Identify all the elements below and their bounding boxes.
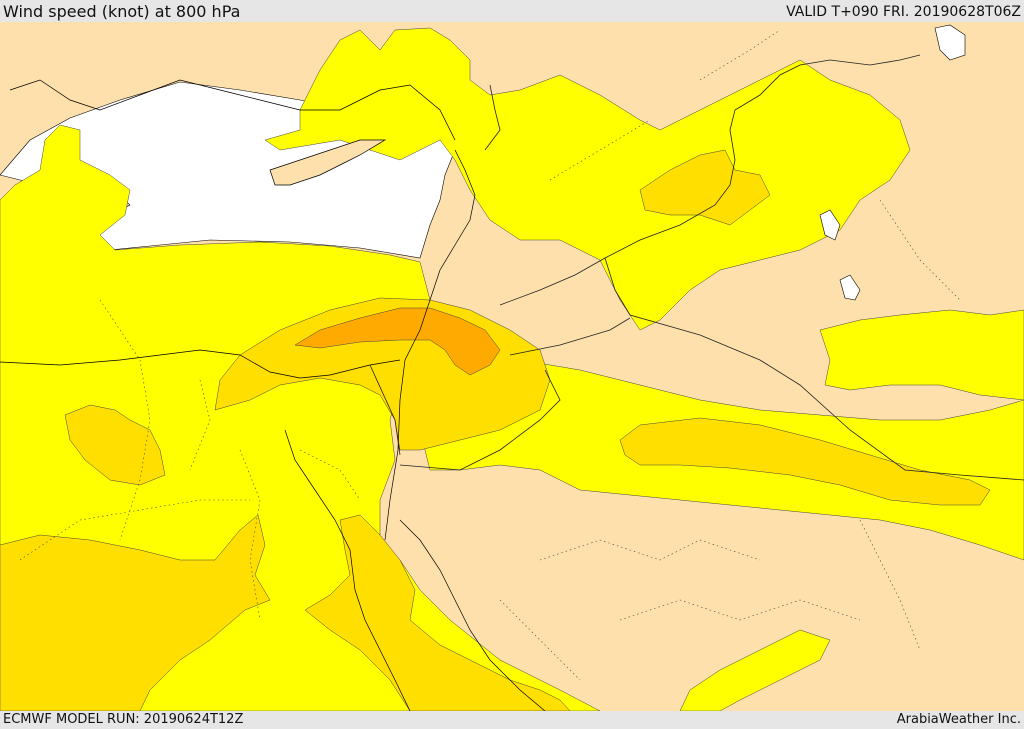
country-borders [369, 54, 1024, 481]
footer-bar: ECMWF MODEL RUN: 20190624T12Z ArabiaWeat… [0, 711, 1024, 729]
wind-band-orange-core [294, 307, 501, 376]
wind-band-yellow-southeast [679, 629, 831, 711]
wind-band-gold-southwest [0, 514, 271, 711]
wind-band-gold-redsea [304, 514, 571, 711]
wind-band-yellow-north [264, 27, 911, 331]
coastline-redsea-east [399, 519, 546, 711]
sea-patch-northeast [934, 24, 966, 61]
wind-band-yellow-gulf [819, 309, 1024, 401]
header-bar: Wind speed (knot) at 800 hPa VALID T+090… [0, 0, 1024, 22]
valid-time-label: VALID T+090 FRI. 20190628T06Z [786, 4, 1021, 20]
wind-band-gold-iraq [639, 149, 771, 226]
coastline-egypt [0, 349, 401, 379]
cyprus-island [269, 139, 387, 186]
map-title: Wind speed (knot) at 800 hPa [3, 2, 241, 21]
wind-band-gold-libya [64, 404, 166, 486]
wind-band-gold-east [619, 417, 991, 506]
coastline-turkey [9, 79, 456, 141]
coastline-redsea-west [284, 429, 411, 711]
coastline-levant [384, 149, 476, 541]
caspian-lakes [819, 209, 861, 301]
credit-label: ArabiaWeather Inc. [896, 712, 1021, 727]
admin-borders [19, 29, 961, 681]
wind-speed-map [0, 22, 1024, 711]
model-run-label: ECMWF MODEL RUN: 20190624T12Z [3, 712, 244, 727]
